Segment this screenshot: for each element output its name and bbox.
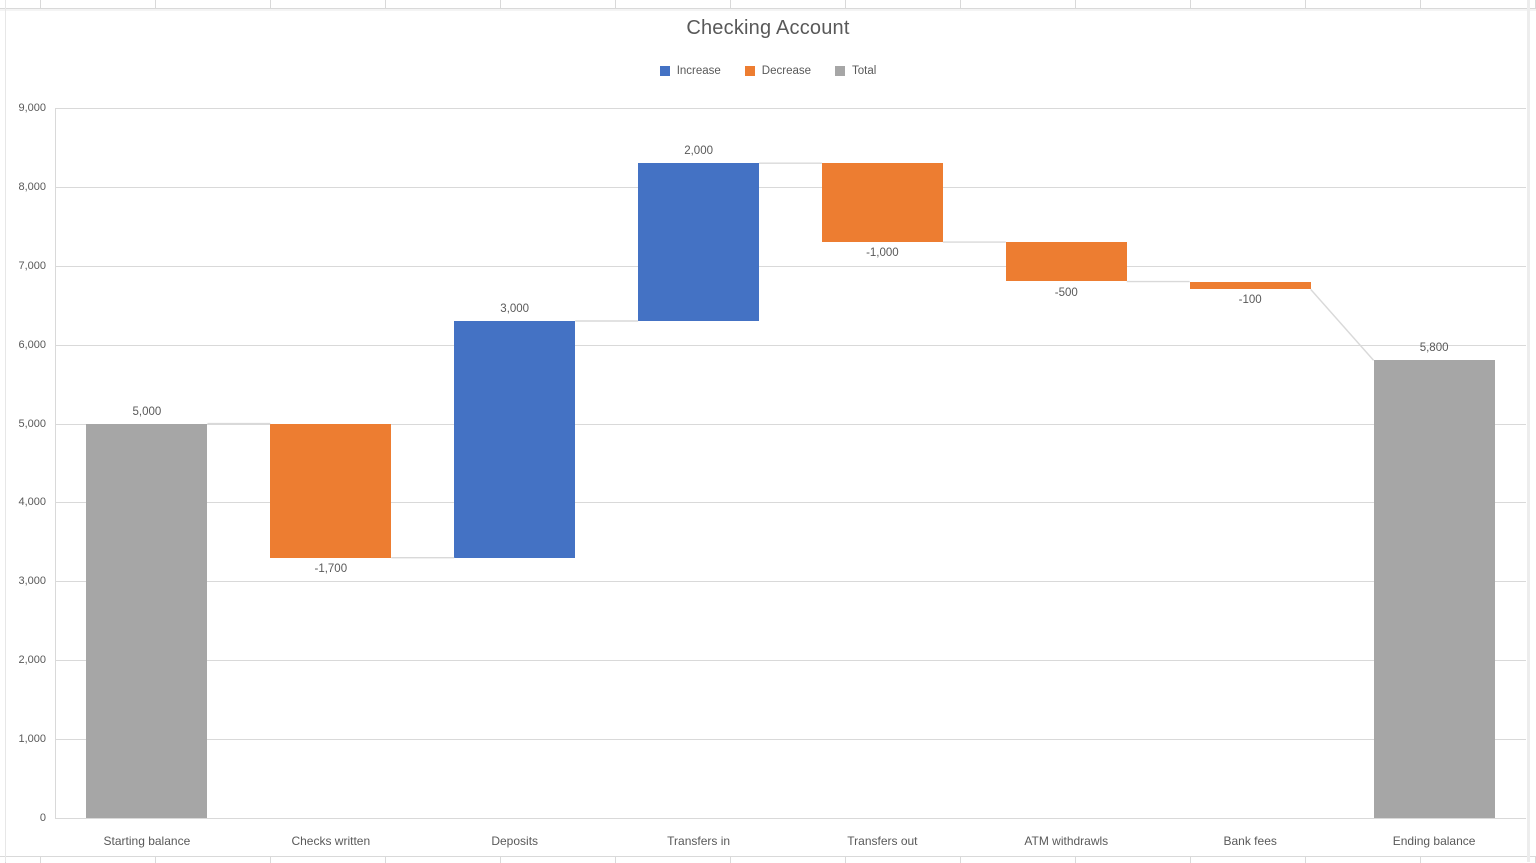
gridline (55, 344, 1526, 346)
spreadsheet-column-line (385, 857, 386, 863)
legend-label: Increase (676, 65, 721, 77)
x-axis-label-bank-fees: Bank fees (1223, 834, 1277, 848)
spreadsheet-column-line (730, 857, 731, 863)
x-axis-line (55, 818, 1526, 819)
bar-deposits[interactable] (454, 321, 576, 558)
x-axis-label-transfers-out: Transfers out (847, 834, 918, 848)
spreadsheet-column-edge-right (1527, 0, 1530, 862)
spreadsheet-column-line (270, 0, 271, 8)
data-label-transfers-out: -1,000 (866, 247, 899, 260)
bar-atm-withdrawls[interactable] (1005, 242, 1127, 282)
x-axis-label-atm-withdrawls: ATM withdrawls (1024, 834, 1109, 848)
legend-item-increase[interactable]: Increase (659, 65, 721, 77)
gridline (55, 660, 1526, 662)
gridline (55, 581, 1526, 583)
gridline (55, 108, 1526, 109)
y-axis-tick-label: 2,000 (18, 654, 46, 667)
spreadsheet-column-line (1190, 0, 1191, 8)
bar-transfers-out[interactable] (821, 163, 943, 243)
spreadsheet-column-line (40, 0, 41, 8)
spreadsheet-column-line (1420, 0, 1421, 8)
y-axis-tick-label: 3,000 (18, 575, 46, 588)
gridline (55, 423, 1526, 425)
spreadsheet-column-line (1190, 857, 1191, 863)
chart-top-shadow (0, 9, 1536, 11)
spreadsheet-column-line (960, 0, 961, 8)
y-axis-tick-label: 4,000 (18, 496, 46, 509)
bar-starting-balance[interactable] (86, 423, 208, 818)
x-axis-label-starting-balance: Starting balance (103, 834, 191, 848)
y-axis-tick-label: 9,000 (18, 102, 46, 114)
gridline (55, 502, 1526, 504)
x-axis-label-ending-balance: Ending balance (1392, 834, 1476, 848)
spreadsheet-column-edge-left (5, 0, 6, 862)
legend-item-decrease[interactable]: Decrease (744, 65, 812, 77)
chart-title[interactable]: Checking Account (686, 17, 850, 39)
y-axis-line (55, 108, 56, 818)
legend-item-total[interactable]: Total (835, 65, 876, 77)
bar-checks-written[interactable] (270, 423, 392, 558)
spreadsheet-column-line (155, 0, 156, 8)
bar-bank-fees[interactable] (1189, 281, 1311, 290)
spreadsheet-column-line (1305, 0, 1306, 8)
x-axis-label-deposits: Deposits (491, 834, 539, 848)
y-axis-tick-label: 1,000 (18, 733, 46, 746)
bar-ending-balance[interactable] (1373, 360, 1495, 818)
chart-legend: Increase Decrease Total (0, 62, 1536, 80)
spreadsheet-column-line (730, 0, 731, 8)
spreadsheet-column-line (1075, 0, 1076, 8)
spreadsheet-column-line (155, 857, 156, 863)
spreadsheet-column-line (500, 0, 501, 8)
data-label-starting-balance: 5,000 (132, 405, 162, 418)
y-axis-tick-label: 0 (39, 812, 46, 824)
gridline (55, 739, 1526, 741)
spreadsheet-column-line (1420, 857, 1421, 863)
data-label-transfers-in: 2,000 (684, 145, 713, 158)
spreadsheet-column-line (845, 857, 846, 863)
legend-swatch-increase-icon (659, 66, 670, 76)
data-label-checks-written: -1,700 (314, 562, 348, 575)
spreadsheet-column-line (615, 0, 616, 8)
spreadsheet-column-line (385, 0, 386, 8)
spreadsheet-column-line (845, 0, 846, 8)
legend-swatch-decrease-icon (744, 66, 755, 76)
spreadsheet-column-line (615, 857, 616, 863)
bar-transfers-in[interactable] (638, 163, 760, 321)
x-axis-label-checks-written: Checks written (291, 834, 371, 848)
gridline (55, 265, 1526, 267)
spreadsheet-column-line (500, 857, 501, 863)
gridline (55, 186, 1526, 188)
spreadsheet-column-line (40, 857, 41, 863)
x-axis-label-transfers-in: Transfers in (667, 834, 731, 848)
legend-label: Total (852, 65, 877, 77)
y-axis-tick-label: 8,000 (18, 180, 46, 193)
spreadsheet-column-line (960, 857, 961, 863)
legend-label: Decrease (761, 65, 812, 77)
y-axis-tick-label: 6,000 (18, 338, 46, 351)
data-label-bank-fees: -100 (1238, 294, 1262, 307)
y-axis-tick-label: 7,000 (18, 259, 46, 272)
legend-swatch-total-icon (835, 66, 846, 76)
data-label-deposits: 3,000 (500, 303, 530, 315)
spreadsheet-column-line (270, 857, 271, 863)
data-label-ending-balance: 5,800 (1419, 342, 1449, 355)
y-axis-tick-label: 5,000 (18, 417, 46, 430)
data-label-atm-withdrawls: -500 (1054, 286, 1078, 299)
spreadsheet-column-line (1075, 857, 1076, 863)
spreadsheet-column-line (1305, 857, 1306, 863)
